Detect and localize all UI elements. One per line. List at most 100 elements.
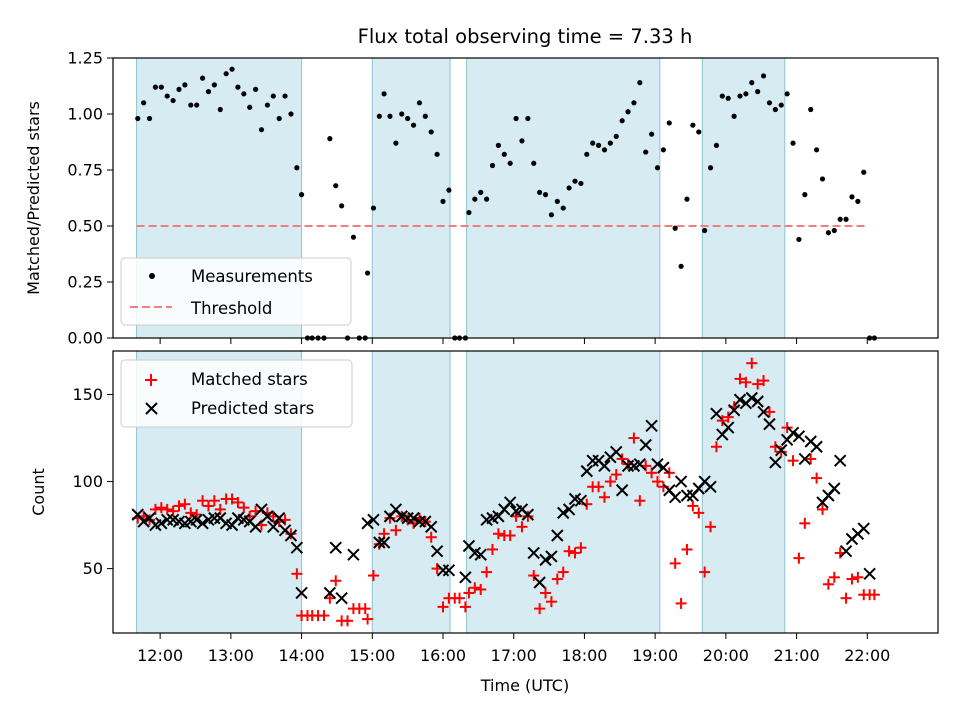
- matched-star-point: [545, 596, 557, 608]
- measurement-point: [188, 102, 194, 108]
- matched-legend-marker: [145, 374, 157, 386]
- matched-star-point: [817, 503, 828, 515]
- measurement-point: [410, 122, 417, 128]
- measurement-point: [393, 140, 399, 146]
- matched-star-point: [492, 528, 504, 540]
- matched-star-point: [551, 573, 563, 585]
- matched-star-point: [852, 571, 864, 583]
- shaded-interval: [466, 57, 661, 339]
- matched-star-point: [840, 592, 852, 604]
- bottom-legend-box: [120, 359, 353, 428]
- predicted-star-point: [651, 457, 664, 471]
- predicted-star-point: [335, 591, 348, 605]
- measurement-point: [560, 205, 566, 211]
- predicted-star-point: [763, 417, 776, 431]
- measurement-point: [772, 106, 778, 113]
- matched-star-point: [752, 378, 764, 390]
- matched-star-point: [575, 542, 587, 554]
- matched-star-point: [197, 495, 209, 507]
- measurement-point: [678, 263, 684, 269]
- predicted-star-point: [557, 506, 570, 520]
- measurement-point: [339, 203, 345, 209]
- measurement-point: [501, 151, 507, 157]
- measurement-point: [548, 212, 555, 218]
- matched-star-point: [454, 592, 465, 604]
- measurement-point: [537, 189, 543, 195]
- measurement-point: [235, 84, 241, 90]
- predicted-star-point: [272, 511, 286, 525]
- measurement-point: [607, 140, 613, 146]
- measurement-point: [595, 142, 602, 148]
- measurement-point: [566, 185, 572, 191]
- predicted-star-point: [580, 464, 593, 478]
- matched-star-point: [569, 547, 581, 559]
- matched-star-point: [425, 531, 437, 543]
- measurement-point: [199, 75, 206, 81]
- matched-star-point: [693, 507, 705, 519]
- measurement-point: [253, 86, 259, 92]
- matched-star-point: [675, 597, 687, 609]
- measurement-point: [702, 227, 708, 234]
- predicted-star-point: [704, 480, 717, 493]
- x-tick-label: 12:00: [137, 646, 183, 665]
- matched-star-point: [516, 521, 528, 533]
- y-tick-label: 100: [72, 472, 103, 491]
- measurement-point: [489, 162, 496, 169]
- measurement-point: [370, 205, 377, 211]
- matched-star-point: [787, 455, 799, 467]
- measurement-point: [507, 160, 513, 166]
- matched-star-point: [173, 500, 185, 512]
- matched-star-point: [318, 610, 330, 622]
- predicted-star-point: [295, 586, 308, 600]
- predicted-star-point: [769, 456, 782, 469]
- predicted-star-point: [367, 513, 380, 527]
- threshold-legend-label: Threshold: [190, 299, 272, 318]
- predicted-star-point: [798, 452, 812, 466]
- measurement-point: [542, 192, 549, 198]
- predicted-star-point: [828, 482, 841, 495]
- matched-star-point: [367, 570, 379, 582]
- predicted-star-point: [442, 564, 456, 577]
- predicted-star-point: [373, 536, 386, 549]
- matched-star-point: [710, 441, 722, 453]
- measurement-point: [176, 86, 182, 92]
- predicted-star-point: [615, 484, 629, 497]
- predicted-star-point: [710, 407, 723, 420]
- predicted-star-point: [757, 405, 770, 419]
- measurement-point: [572, 178, 578, 184]
- measurement-point: [643, 149, 649, 155]
- top-panel: 0.00 0.25 0.50 0.75 1.00 1.25 Matched/Predict…: [24, 49, 939, 348]
- predicted-star-point: [586, 454, 599, 467]
- matched-star-point: [663, 467, 675, 479]
- measurement-point: [531, 160, 537, 166]
- predicted-star-point: [425, 520, 438, 534]
- top-y-axis-label: Matched/Predicted stars: [24, 101, 43, 295]
- measurement-point: [625, 109, 631, 115]
- matched-star-point: [528, 570, 540, 582]
- predicted-star-point: [407, 511, 420, 525]
- bottom-y-axis-label: Count: [29, 468, 48, 516]
- matched-star-point: [758, 375, 770, 387]
- measurement-point: [478, 189, 484, 195]
- x-tick-label: 17:00: [491, 646, 537, 665]
- matched-star-point: [226, 493, 238, 505]
- predicted-star-point: [633, 457, 647, 471]
- measurement-point: [849, 194, 855, 200]
- predicted-star-point: [208, 511, 221, 525]
- measurement-point: [578, 180, 584, 187]
- matched-star-point: [437, 601, 449, 613]
- top-y-axis-ticks: 0.00 0.25 0.50 0.75 1.00 1.25: [67, 49, 113, 348]
- measurement-point: [825, 230, 831, 236]
- measurement-point: [684, 196, 690, 202]
- matched-star-point: [563, 545, 575, 557]
- measurement-point: [182, 82, 188, 88]
- measurement-point: [707, 165, 714, 171]
- predicted-star-point: [323, 586, 337, 600]
- measurement-point: [855, 198, 861, 204]
- y-tick-label: 150: [72, 385, 103, 404]
- predicted-star-point: [503, 496, 517, 509]
- measurement-point: [666, 120, 672, 126]
- predicted-star-point: [833, 454, 847, 467]
- predicted-star-point: [621, 459, 635, 473]
- predicted-star-point: [668, 491, 682, 504]
